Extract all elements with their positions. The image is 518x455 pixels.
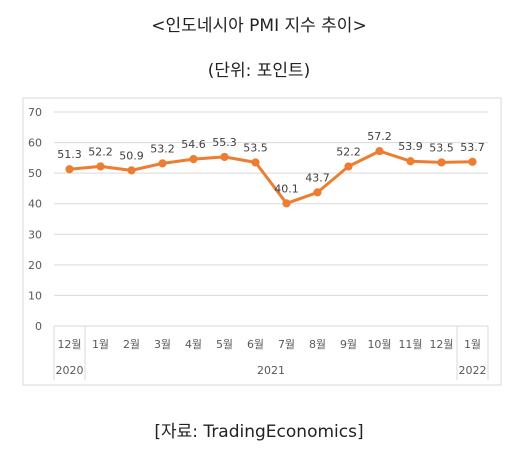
data-point bbox=[189, 154, 198, 164]
x-tick-label: 1월 bbox=[464, 338, 481, 351]
x-tick-label: 4월 bbox=[185, 338, 202, 351]
data-label: 53.5 bbox=[243, 141, 268, 154]
x-tick-label: 11월 bbox=[398, 338, 422, 351]
data-point bbox=[127, 166, 136, 175]
x-tick-label: 10월 bbox=[367, 338, 391, 351]
data-label: 53.9 bbox=[398, 140, 423, 153]
data-label: 43.7 bbox=[305, 171, 330, 184]
data-label: 54.6 bbox=[181, 138, 206, 151]
x-group-label: 2022 bbox=[459, 364, 487, 377]
data-label: 52.2 bbox=[88, 145, 113, 158]
data-label: 50.9 bbox=[119, 149, 144, 162]
x-tick-label: 12월 bbox=[429, 338, 453, 351]
y-tick-label: 40 bbox=[28, 198, 42, 211]
y-tick-label: 70 bbox=[28, 106, 42, 119]
y-tick-label: 30 bbox=[28, 228, 42, 241]
data-points bbox=[65, 147, 477, 208]
data-point bbox=[344, 162, 353, 171]
x-tick-label: 8월 bbox=[309, 338, 326, 351]
y-tick-label: 20 bbox=[28, 259, 42, 272]
data-label: 57.2 bbox=[367, 130, 392, 143]
y-tick-label: 60 bbox=[28, 137, 42, 150]
data-point bbox=[406, 157, 415, 166]
x-tick-label: 2월 bbox=[123, 338, 140, 351]
data-point bbox=[468, 157, 477, 166]
x-group-label: 2020 bbox=[56, 364, 84, 377]
series-line bbox=[69, 149, 473, 205]
x-tick-label: 6월 bbox=[247, 338, 264, 351]
x-tick-label: 5월 bbox=[216, 338, 233, 351]
y-axis: 0 10 20 30 40 50 60 70 bbox=[28, 106, 42, 333]
data-point bbox=[437, 158, 446, 167]
data-point bbox=[251, 158, 260, 167]
data-point bbox=[158, 159, 167, 168]
x-tick-label: 1월 bbox=[92, 338, 109, 351]
data-point bbox=[282, 199, 291, 208]
data-label: 52.2 bbox=[336, 145, 361, 158]
chart-frame bbox=[22, 97, 502, 386]
data-label: 55.3 bbox=[212, 136, 237, 149]
series-line-path bbox=[69, 149, 473, 205]
data-labels: 51.3 52.2 50.9 53.2 54.6 55.3 53.5 40.1 43.7 52.2… bbox=[57, 130, 485, 195]
data-label: 51.3 bbox=[57, 148, 82, 161]
source-note: [자료: TradingEconomics] bbox=[154, 422, 364, 442]
x-group-label: 2021 bbox=[257, 364, 285, 377]
data-point bbox=[96, 162, 105, 171]
x-tick-label: 7월 bbox=[278, 338, 295, 351]
x-tick-label: 3월 bbox=[154, 338, 171, 351]
data-point bbox=[220, 152, 229, 162]
data-point bbox=[313, 188, 322, 197]
y-tick-label: 0 bbox=[35, 320, 42, 333]
chart-subtitle: (단위: 포인트) bbox=[207, 61, 311, 81]
y-tick-label: 50 bbox=[28, 167, 42, 180]
x-tick-label: 12월 bbox=[57, 338, 81, 351]
data-label: 53.5 bbox=[429, 141, 454, 154]
x-tick-label: 9월 bbox=[340, 338, 357, 351]
gridlines bbox=[54, 111, 488, 327]
data-label: 40.1 bbox=[274, 182, 299, 195]
x-axis: 12월 1월 2월 3월 4월 5월 6월 7월 8월 9월 10월 11월 12월 1월 2020 2021… bbox=[53, 326, 489, 380]
data-label: 53.2 bbox=[150, 142, 175, 155]
data-point bbox=[65, 165, 74, 174]
y-tick-label: 10 bbox=[28, 289, 42, 302]
data-label: 53.7 bbox=[460, 141, 485, 154]
data-point bbox=[375, 147, 384, 156]
chart-title: <인도네시아 PMI 지수 추이> bbox=[151, 16, 367, 36]
